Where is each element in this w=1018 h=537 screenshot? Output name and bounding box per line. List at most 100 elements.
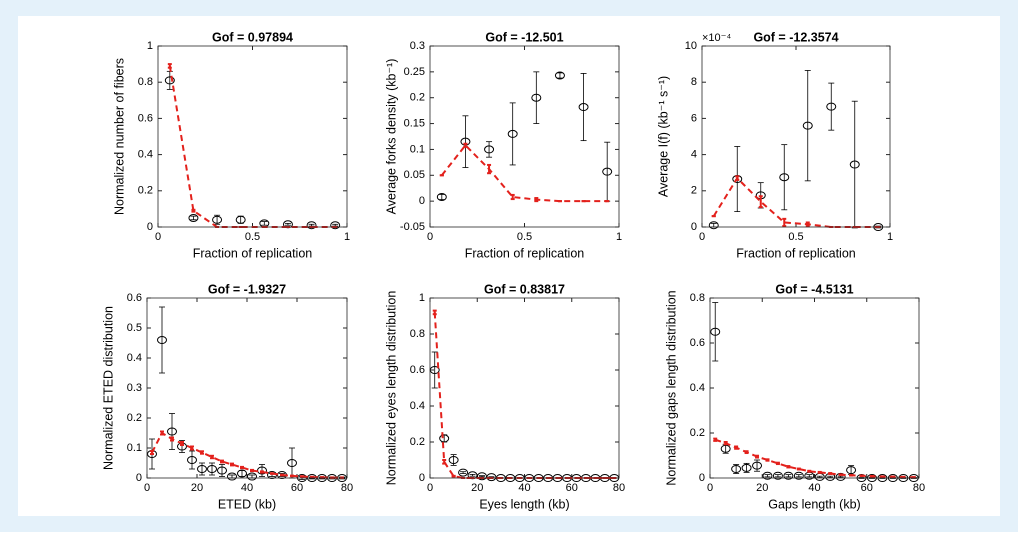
y-tick-label: 0: [691, 221, 697, 233]
error-bar: [776, 463, 780, 464]
x-tick-label: 40: [518, 482, 530, 494]
chart-title: Gof = -12.3574: [753, 30, 838, 44]
y-tick-label: 0.5: [127, 322, 142, 334]
x-tick-label: 0.5: [245, 231, 260, 243]
y-tick-label: 4: [691, 149, 697, 161]
x-tick-label: 0: [427, 231, 433, 243]
error-bar: [818, 472, 822, 473]
y-tick-label: 0.6: [127, 292, 142, 304]
chart-title: Gof = -12.501: [485, 30, 563, 44]
error-bar: [290, 476, 294, 477]
y-tick-label: 0.4: [690, 382, 705, 394]
y-tick-label: 0.15: [404, 117, 425, 129]
error-bar: [300, 476, 304, 477]
y-tick-label: 0.6: [410, 364, 425, 376]
x-tick-label: 0: [707, 482, 713, 494]
error-bar: [745, 451, 749, 453]
y-tick-label: 0: [136, 472, 142, 484]
y-tick-label: 0: [699, 472, 705, 484]
y-tick-label: 0: [419, 195, 425, 207]
y-axis-label: Average forks density (kb⁻¹): [384, 59, 398, 215]
x-tick-label: 60: [861, 482, 873, 494]
x-tick-label: 40: [808, 482, 820, 494]
error-bar: [755, 456, 759, 458]
y-tick-label: 0.6: [690, 337, 705, 349]
y-axis-label: Average I(f) (kb⁻¹ s⁻¹): [656, 76, 670, 197]
x-tick-label: 60: [291, 482, 303, 494]
chart-title: Gof = 0.83817: [484, 282, 565, 296]
error-bar: [230, 464, 234, 466]
y-tick-label: 0.2: [127, 412, 142, 424]
error-bar: [260, 471, 264, 472]
y-tick-label: 0.4: [127, 352, 142, 364]
y-tick-label: 0: [147, 221, 153, 233]
y-tick-label: 0.3: [127, 382, 142, 394]
y-axis-label: Normalized eyes length distribution: [384, 291, 398, 486]
y-tick-label: 0.4: [410, 400, 425, 412]
axes-background: [147, 298, 347, 478]
y-tick-label: 8: [691, 76, 697, 88]
error-bar: [828, 473, 832, 474]
chart-title: Gof = -4.5131: [775, 282, 853, 296]
x-tick-label: 0.5: [788, 231, 803, 243]
y-tick-label: 0.2: [410, 92, 425, 104]
x-tick-label: 20: [471, 482, 483, 494]
y-tick-label: 1: [147, 40, 153, 52]
x-axis-label: ETED (kb): [218, 497, 276, 511]
y-tick-label: 0.6: [138, 112, 153, 124]
error-bar: [191, 210, 195, 212]
x-axis-label: Gaps length (kb): [768, 497, 860, 511]
x-tick-label: 20: [191, 482, 203, 494]
y-axis-label: Normalized number of fibers: [112, 58, 126, 215]
axes-background: [430, 46, 619, 227]
y-tick-label: 0: [419, 472, 425, 484]
y-tick-label: 0.05: [404, 169, 425, 181]
error-bar: [310, 477, 314, 478]
y-tick-label: 0.1: [127, 442, 142, 454]
error-bar: [452, 476, 456, 477]
y-tick-label: 10: [685, 40, 697, 52]
x-tick-label: 80: [913, 482, 925, 494]
x-tick-label: 1: [344, 231, 350, 243]
x-axis-label: Fraction of replication: [193, 246, 313, 260]
y-exponent: ×10⁻⁴: [702, 32, 731, 44]
axes-background: [702, 46, 890, 227]
x-tick-label: 0.5: [517, 231, 532, 243]
y-tick-label: 0.25: [404, 66, 425, 78]
x-tick-label: 0: [427, 482, 433, 494]
error-bar: [280, 475, 284, 476]
y-tick-label: 0.2: [690, 427, 705, 439]
error-bar: [240, 467, 244, 468]
y-tick-label: 0.2: [410, 436, 425, 448]
x-axis-label: Fraction of replication: [736, 246, 856, 260]
y-tick-label: 0.3: [410, 40, 425, 52]
y-tick-label: 6: [691, 112, 697, 124]
y-tick-label: 0.2: [138, 185, 153, 197]
y-tick-label: 1: [419, 292, 425, 304]
error-bar: [786, 466, 790, 467]
x-tick-label: 0: [155, 231, 161, 243]
error-bar: [807, 471, 811, 472]
y-tick-label: 0.1: [410, 143, 425, 155]
x-tick-label: 0: [144, 482, 150, 494]
y-tick-label: 0.8: [410, 328, 425, 340]
chart-title: Gof = -1.9327: [208, 282, 286, 296]
error-bar: [220, 461, 224, 463]
x-axis-label: Fraction of replication: [465, 246, 585, 260]
x-tick-label: 80: [341, 482, 353, 494]
error-bar: [250, 470, 254, 471]
axes-background: [430, 298, 619, 478]
x-tick-label: 60: [566, 482, 578, 494]
y-tick-label: 0.4: [138, 149, 153, 161]
y-tick-label: -0.05: [400, 221, 425, 233]
y-tick-label: 0.8: [690, 292, 705, 304]
chart-title: Gof = 0.97894: [212, 30, 293, 44]
axes-background: [158, 46, 347, 227]
y-tick-label: 2: [691, 185, 697, 197]
x-tick-label: 1: [616, 231, 622, 243]
y-axis-label: Normalized gaps length distribution: [664, 290, 678, 485]
x-tick-label: 1: [887, 231, 893, 243]
x-tick-label: 80: [613, 482, 625, 494]
x-tick-label: 40: [241, 482, 253, 494]
